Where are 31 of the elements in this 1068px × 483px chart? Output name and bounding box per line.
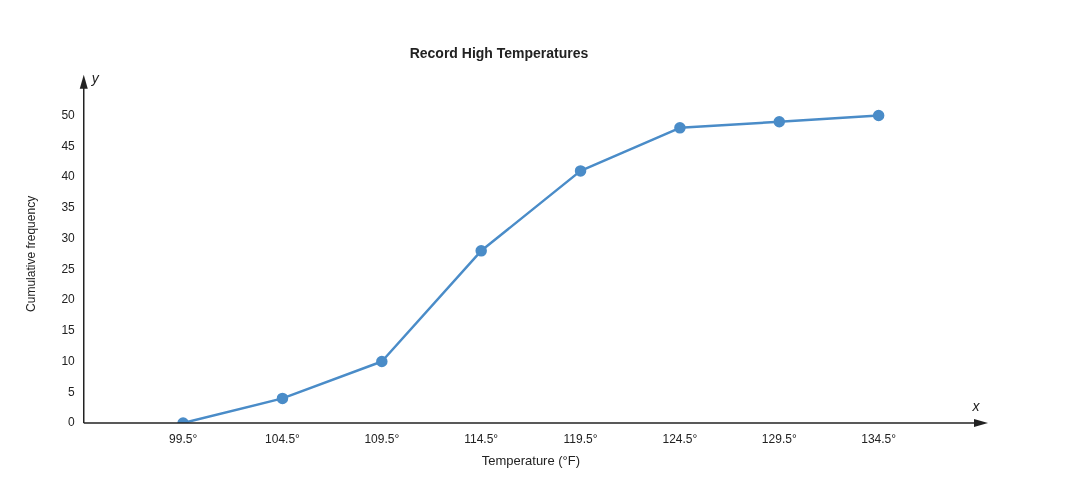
x-tick-label: 129.5° (761, 431, 797, 446)
y-tick-label: 35 (61, 200, 76, 215)
y-axis-title: Cumulative frequency (23, 195, 38, 312)
y-tick-label: 40 (61, 169, 76, 184)
point (872, 109, 885, 122)
point (276, 392, 289, 405)
x-tick-label: 114.5° (464, 431, 499, 446)
point (376, 355, 388, 368)
x-tick-label: 134.5° (861, 431, 897, 446)
x-tick-label: 124.5° (662, 431, 698, 446)
x-tick-label: 119.5° (563, 431, 598, 446)
y-tick-label: 20 (61, 292, 76, 307)
y-tick-label: 10 (61, 353, 76, 368)
y-tick-label: 15 (61, 323, 76, 338)
annotation: x (971, 397, 981, 414)
point (475, 245, 487, 257)
point (574, 165, 587, 177)
x-axis-title: Temperature (°F) (481, 452, 581, 468)
y-tick-label: 0 (68, 415, 76, 430)
point (674, 122, 686, 134)
y-tick-label: 30 (61, 230, 76, 245)
x-tick-label: 109.5° (364, 431, 400, 446)
y-tick-label: 50 (61, 107, 76, 122)
x-tick-label: 104.5° (265, 431, 301, 446)
point (773, 115, 786, 128)
y-tick-label: 25 (61, 261, 76, 276)
y-tick-label: 45 (61, 138, 76, 153)
y-tick-label: 5 (68, 384, 76, 399)
x-tick-label: 99.5° (169, 431, 198, 446)
chart-title: Record High Temperatures (409, 45, 589, 62)
annotation: y (90, 69, 100, 86)
